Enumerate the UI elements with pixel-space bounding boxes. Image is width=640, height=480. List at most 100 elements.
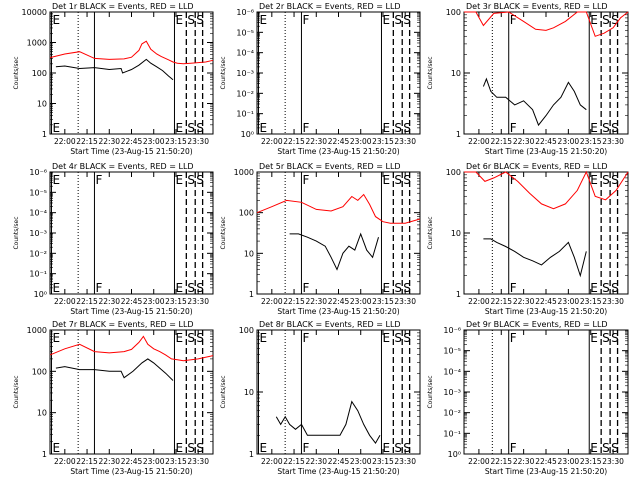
y-axis-label: Counts/sec xyxy=(13,56,20,89)
time-marker-label: E xyxy=(175,281,183,295)
time-marker-label: S xyxy=(187,173,195,187)
x-tick-label: 22:00 xyxy=(468,137,490,146)
y-tick-label: 10⁻⁶ xyxy=(443,326,461,335)
x-tick-label: 22:45 xyxy=(121,137,143,146)
x-tick-label: 23:30 xyxy=(394,297,416,306)
y-tick-label: 10 xyxy=(37,409,47,418)
y-tick-label: 100 xyxy=(32,367,47,376)
y-axis-label: Counts/sec xyxy=(427,56,434,89)
panel-title: Det 3r BLACK = Events, RED = LLD xyxy=(466,2,608,11)
time-marker-label: S xyxy=(611,173,619,187)
x-tick-label: 22:45 xyxy=(328,457,350,466)
x-tick-label: 23:00 xyxy=(558,297,580,306)
det-panel-1: Det 1r BLACK = Events, RED = LLD Counts/s… xyxy=(13,2,214,156)
time-marker-label: E xyxy=(175,173,183,187)
x-tick-label: 23:30 xyxy=(187,457,209,466)
x-tick-label: 22:30 xyxy=(305,297,327,306)
y-tick-label: 1 xyxy=(456,290,461,299)
x-tick-label: 22:45 xyxy=(328,297,350,306)
time-marker-label: S xyxy=(187,13,195,27)
x-axis-label: Start Time (23-Aug-15 21:50:20) xyxy=(70,467,192,476)
x-tick-label: 22:30 xyxy=(305,137,327,146)
time-marker-label: S xyxy=(611,121,619,135)
time-marker-label: S xyxy=(611,441,619,455)
y-tick-label: 10⁻² xyxy=(443,409,461,418)
x-tick-label: 23:00 xyxy=(350,297,372,306)
y-tick-label: 10 xyxy=(451,69,461,78)
time-marker-label: E xyxy=(175,441,183,455)
time-marker-label: S xyxy=(602,13,610,27)
y-tick-label: 10 xyxy=(244,388,254,397)
time-marker-label: S xyxy=(403,173,411,187)
plot-frame xyxy=(256,171,421,295)
y-tick-label: 10⁻⁵ xyxy=(29,188,47,197)
det-panel-8: Det 8r BLACK = Events, RED = LLD Counts/s… xyxy=(220,320,421,476)
x-tick-label: 23:00 xyxy=(143,297,165,306)
x-tick-label: 23:00 xyxy=(143,137,165,146)
y-tick-label: 10⁰ xyxy=(34,290,47,299)
time-marker-label: E xyxy=(382,121,390,135)
series-line-lld xyxy=(464,170,629,210)
x-axis-label: Start Time (23-Aug-15 21:50:20) xyxy=(485,307,607,316)
time-marker-label: E xyxy=(52,173,60,187)
det-panel-2: Det 2r BLACK = Events, RED = LLD Counts/s… xyxy=(220,2,421,156)
x-tick-label: 23:00 xyxy=(558,137,580,146)
y-tick-label: 100 xyxy=(446,168,461,177)
y-tick-label: 100 xyxy=(239,326,254,335)
time-marker-label: F xyxy=(510,121,517,135)
time-marker-label: E xyxy=(52,121,60,135)
time-marker-label: S xyxy=(602,173,610,187)
panel-title: Det 1r BLACK = Events, RED = LLD xyxy=(52,2,194,11)
x-tick-label: 23:15 xyxy=(372,297,394,306)
time-marker-label: F xyxy=(95,173,102,187)
time-marker-label: S xyxy=(196,173,204,187)
x-tick-label: 22:15 xyxy=(283,457,305,466)
time-marker-label: S xyxy=(403,331,411,345)
x-tick-label: 22:15 xyxy=(490,457,512,466)
time-marker-label: E xyxy=(52,441,60,455)
series-line-lld xyxy=(256,193,421,224)
x-tick-label: 22:45 xyxy=(535,457,557,466)
time-marker-label: S xyxy=(196,13,204,27)
time-marker-label: E xyxy=(590,441,598,455)
det-panel-9: Det 9r BLACK = Events, RED = LLD Counts/s… xyxy=(427,320,629,476)
plot-frame xyxy=(49,329,214,455)
y-tick-label: 1 xyxy=(249,450,254,459)
y-tick-label: 10⁻³ xyxy=(29,229,47,238)
plot-frame xyxy=(463,329,629,455)
time-marker-label: S xyxy=(602,331,610,345)
det-panel-7: Det 7r BLACK = Events, RED = LLD Counts/s… xyxy=(13,320,214,476)
time-marker-label: E xyxy=(259,121,267,135)
panel-title: Det 2r BLACK = Events, RED = LLD xyxy=(259,2,401,11)
series-line-lld xyxy=(49,335,214,362)
time-marker-label: S xyxy=(403,13,411,27)
det-panel-6: Det 6r BLACK = Events, RED = LLD Counts/s… xyxy=(427,162,629,316)
x-tick-label: 23:30 xyxy=(602,297,624,306)
time-marker-label: S xyxy=(403,441,411,455)
y-tick-label: 10⁻⁶ xyxy=(236,8,254,17)
x-tick-label: 23:30 xyxy=(187,137,209,146)
series-line-events xyxy=(275,400,381,445)
y-axis-label: Counts/sec xyxy=(427,216,434,249)
y-tick-label: 10⁻¹ xyxy=(29,270,47,279)
x-tick-label: 22:00 xyxy=(261,457,283,466)
y-tick-label: 1 xyxy=(249,290,254,299)
time-marker-label: E xyxy=(590,121,598,135)
plot-frame xyxy=(256,11,421,135)
x-tick-label: 23:00 xyxy=(350,457,372,466)
x-tick-label: 22:30 xyxy=(98,297,120,306)
time-marker-label: S xyxy=(602,121,610,135)
time-marker-label: S xyxy=(611,13,619,27)
time-marker-label: F xyxy=(302,331,309,345)
series-line-events xyxy=(483,238,587,278)
y-tick-label: 10⁻⁴ xyxy=(236,49,254,58)
time-marker-label: F xyxy=(95,281,102,295)
time-marker-label: S xyxy=(196,281,204,295)
y-tick-label: 10 xyxy=(244,249,254,258)
time-marker-label: S xyxy=(187,441,195,455)
x-axis-label: Start Time (23-Aug-15 21:50:20) xyxy=(70,147,192,156)
time-marker-label: E xyxy=(382,13,390,27)
panel-title: Det 5r BLACK = Events, RED = LLD xyxy=(259,162,401,171)
series-line-events xyxy=(289,232,379,271)
